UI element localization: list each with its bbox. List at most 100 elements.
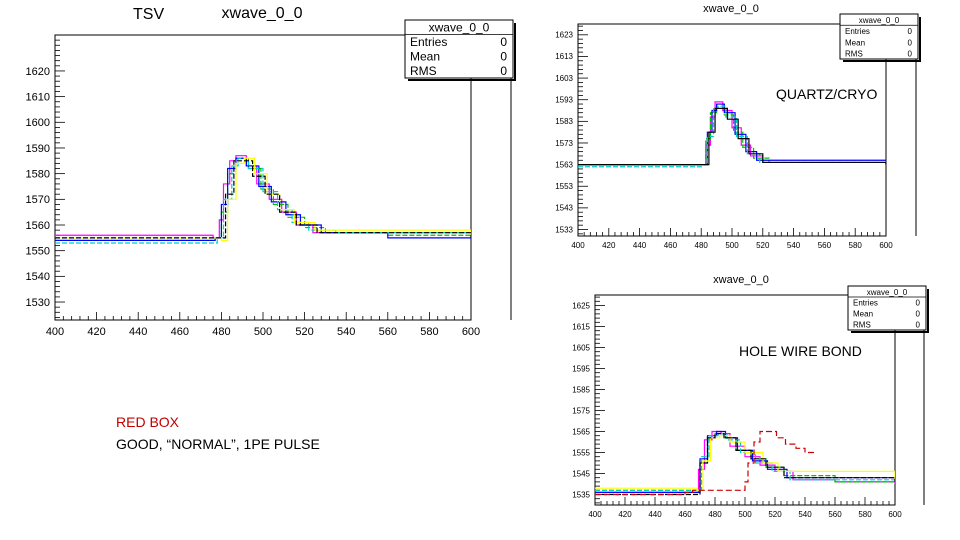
y-tick-label: 1535 — [572, 490, 590, 499]
x-tick-label: 520 — [295, 326, 313, 338]
y-tick-label: 1620 — [26, 66, 50, 78]
y-tick-label: 1570 — [26, 194, 50, 206]
stats-value: 0 — [916, 310, 921, 319]
series-line-quartz-1 — [578, 103, 886, 166]
stats-value: 0 — [908, 38, 913, 47]
stats-label: Entries — [410, 35, 447, 49]
y-tick-label: 1533 — [555, 225, 573, 234]
chart-panel-tsv: xwave_0_0 400 420 440 460 480 500 520 540 560 580 6… — [0, 0, 520, 345]
stats-title: xwave_0_0 — [429, 21, 490, 35]
y-tick-label: 1563 — [555, 160, 573, 169]
x-tick-label: 420 — [87, 326, 105, 338]
y-tick-label: 1540 — [26, 271, 50, 283]
x-tick-label: 600 — [879, 241, 893, 250]
y-tick-label: 1600 — [26, 117, 50, 129]
x-tick-label: 500 — [725, 241, 739, 250]
x-tick-label: 460 — [678, 510, 692, 519]
y-tick-label: 1603 — [555, 74, 573, 83]
y-tick-label: 1595 — [572, 364, 590, 373]
y-tick-label: 1560 — [26, 220, 50, 232]
y-tick-label: 1585 — [572, 385, 590, 394]
stats-value: 0 — [916, 321, 921, 330]
stats-value: 0 — [500, 35, 507, 49]
stats-label: RMS — [845, 50, 863, 59]
tsv-label: TSV — [133, 6, 165, 23]
x-tick-label: 440 — [633, 241, 647, 250]
x-tick-label: 420 — [602, 241, 616, 250]
x-tick-label: 420 — [618, 510, 632, 519]
y-tick-label: 1613 — [555, 52, 573, 61]
x-tick-label: 500 — [738, 510, 752, 519]
x-tick-label: 460 — [664, 241, 678, 250]
x-tick-label: 480 — [708, 510, 722, 519]
stats-value: 0 — [908, 50, 913, 59]
stats-shadow — [843, 17, 921, 62]
quartz-cryo-label: QUARTZ/CRYO — [776, 86, 878, 102]
y-tick-label: 1543 — [555, 204, 573, 213]
x-tick-label: 480 — [695, 241, 709, 250]
x-tick-label: 500 — [254, 326, 272, 338]
stats-box-quartz — [839, 13, 919, 60]
x-tick-label: 580 — [420, 326, 438, 338]
series-line-hole-2 — [595, 430, 895, 493]
y-tick-label: 1605 — [572, 343, 590, 352]
x-tick-label: 560 — [379, 326, 397, 338]
series-line-tsv-5 — [55, 160, 471, 239]
chart-panel-hole: xwave_0_0 400 420 440 460 480 500 520 540 560 580 6… — [545, 270, 945, 525]
stats-label: Entries — [845, 27, 870, 36]
series-line-tsv-4 — [55, 157, 471, 242]
chart-panel-quartz: xwave_0_0 400 420 440 460 480 500 520 540 560 580 6… — [540, 0, 940, 255]
y-tick-label: 1573 — [555, 139, 573, 148]
x-tick-label: 520 — [768, 510, 782, 519]
chart-tsv: xwave_0_0 400 420 440 460 480 500 520 540 560 580 6… — [26, 5, 516, 338]
y-tick-label: 1615 — [572, 322, 590, 331]
y-tick-label: 1580 — [26, 168, 50, 180]
x-tick-label: 480 — [212, 326, 230, 338]
chart-title-hole: xwave_0_0 — [713, 274, 769, 286]
y-tick-label: 1553 — [555, 182, 573, 191]
y-tick-label: 1575 — [572, 406, 590, 415]
y-tick-label: 1555 — [572, 448, 590, 457]
red-box-description: GOOD, “NORMAL”, 1PE PULSE — [116, 436, 320, 452]
chart-hole: xwave_0_0 400 420 440 460 480 500 520 540 560 580 6… — [572, 274, 929, 519]
x-tick-label: 540 — [798, 510, 812, 519]
y-tick-label: 1623 — [555, 31, 573, 40]
series-line-hole-3 — [595, 433, 895, 491]
stats-value: 0 — [500, 49, 507, 63]
chart-quartz: xwave_0_0 400 420 440 460 480 500 520 540 560 580 6… — [555, 3, 921, 250]
y-tick-label: 1565 — [572, 427, 590, 436]
y-tick-label: 1550 — [26, 246, 50, 258]
stats-label: Mean — [845, 38, 865, 47]
hole-wire-bond-label: HOLE WIRE BOND — [739, 343, 862, 359]
x-tick-label: 400 — [46, 326, 64, 338]
stats-title: xwave_0_0 — [867, 288, 908, 297]
series-line-hole-0 — [595, 430, 895, 493]
y-tick-label: 1625 — [572, 301, 590, 310]
series-line-quartz-0 — [578, 101, 886, 166]
series-line-quartz-4 — [578, 107, 886, 166]
y-tick-label: 1593 — [555, 96, 573, 105]
stats-title: xwave_0_0 — [859, 16, 900, 25]
y-tick-label: 1530 — [26, 297, 50, 309]
stats-value: 0 — [908, 27, 913, 36]
x-tick-label: 440 — [648, 510, 662, 519]
stats-box-tsv — [404, 19, 514, 79]
stats-label: Entries — [853, 299, 878, 308]
series-line-quartz-2 — [578, 103, 886, 166]
x-tick-label: 560 — [828, 510, 842, 519]
x-tick-label: 600 — [462, 326, 480, 338]
series-line-hole-5 — [595, 433, 895, 496]
stats-box-hole — [847, 285, 927, 331]
chart-title-quartz: xwave_0_0 — [703, 3, 759, 15]
y-tick-label: 1590 — [26, 143, 50, 155]
stats-label: RMS — [410, 64, 437, 78]
x-tick-label: 560 — [818, 241, 832, 250]
stats-shadow — [851, 289, 929, 333]
chart-title-tsv: xwave_0_0 — [222, 5, 303, 22]
x-tick-label: 580 — [849, 241, 863, 250]
stats-shadow — [408, 23, 516, 81]
x-tick-label: 580 — [858, 510, 872, 519]
series-line-tsv-3 — [55, 157, 471, 244]
stats-value: 0 — [916, 299, 921, 308]
x-tick-label: 520 — [756, 241, 770, 250]
